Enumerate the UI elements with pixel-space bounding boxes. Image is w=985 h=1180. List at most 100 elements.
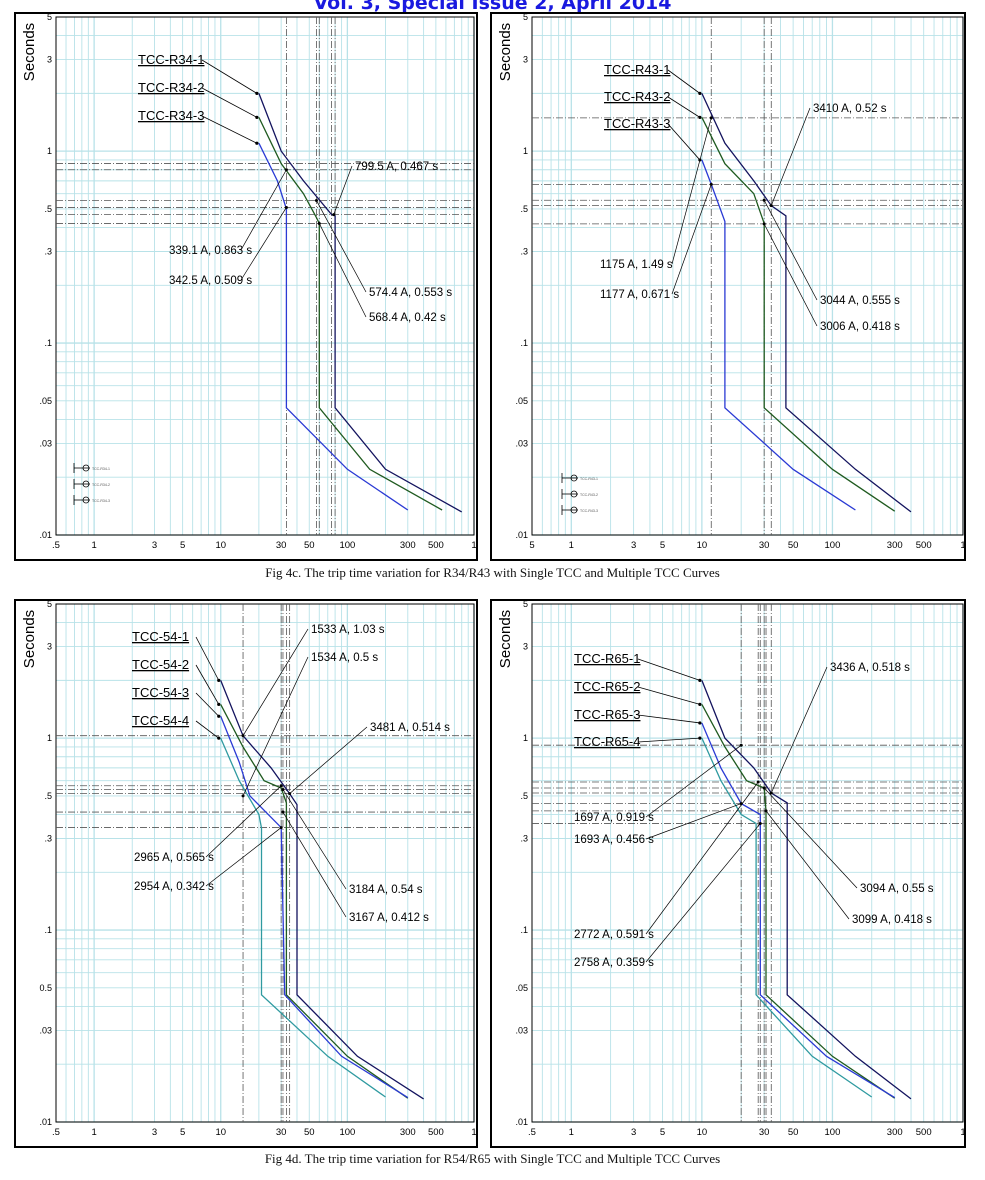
annotation-label: 1175 A, 1.49 s — [600, 259, 673, 271]
curve-label-arrowhead — [698, 678, 702, 682]
annotation-leader — [763, 787, 858, 889]
annotation-leader — [645, 781, 759, 935]
x-tick-label: 3 — [152, 540, 157, 551]
curve-label-arrowhead — [217, 714, 221, 718]
annotation-leader — [770, 107, 811, 206]
chart-r54-tcc: .5 1 3 5 10 30 50 100 300 500 1.01.030.5.1.3.5135S… — [14, 599, 478, 1148]
y-tick-label: .03 — [39, 438, 52, 448]
y-tick-label: 3 — [523, 642, 528, 652]
annotation-point — [281, 810, 285, 814]
x-tick-label: 10 — [697, 540, 708, 551]
annotation-point — [709, 182, 713, 186]
y-axis-label: Seconds — [497, 23, 514, 81]
x-tick-label: 30 — [759, 540, 770, 551]
curve-label-leader — [201, 87, 258, 118]
series-line-tcc-r34-2 — [258, 117, 443, 511]
chart-frame — [14, 599, 478, 1148]
annotation-point — [279, 826, 283, 830]
x-tick-label: 5 — [660, 540, 665, 551]
curve-label-arrowhead — [255, 91, 259, 95]
y-tick-label: .3 — [44, 834, 52, 844]
plot-area-border — [531, 603, 964, 1123]
y-tick-label: 0.5 — [39, 983, 52, 993]
curve-label-leader — [637, 737, 700, 743]
x-tick-label: 1 — [91, 1127, 96, 1138]
x-tick-label: 1 — [569, 1127, 574, 1138]
y-tick-label: .05 — [515, 396, 528, 406]
annotation-leader — [671, 117, 712, 265]
series-line-tcc-r43-1 — [701, 93, 912, 513]
y-tick-label: 1 — [47, 733, 52, 743]
curve-label-leader — [667, 123, 701, 161]
curve-label-arrowhead — [698, 721, 702, 725]
y-tick-labels: .01 .03 0.5 .1 .3 .5 1 3 5 — [39, 599, 52, 1127]
mini-legend-label: TCC-R34-3 — [92, 499, 110, 503]
annotation-point — [739, 743, 743, 747]
annotation-label: 3167 A, 0.412 s — [349, 912, 429, 924]
mini-legend-symbol — [82, 480, 90, 488]
annotation-point — [332, 213, 336, 217]
curve-labels: TCC-R65-1 TCC-R65-2 TCC-R65-3 TCC-R65-4 — [574, 651, 702, 749]
x-tick-label: 30 — [276, 540, 287, 551]
annotation-label: 3044 A, 0.555 s — [820, 295, 900, 307]
annotation-label: 342.5 A, 0.509 s — [169, 275, 252, 287]
series-line-tcc-r34-3 — [258, 142, 409, 511]
x-tick-label: 50 — [788, 540, 799, 551]
annotations: 1533 A, 1.03 s 1534 A, 0.5 s 3481 A, 0.514… — [134, 624, 450, 924]
annotation-point — [769, 204, 773, 208]
x-tick-label: 5 — [529, 540, 534, 551]
annotation-label: 3481 A, 0.514 s — [370, 722, 450, 734]
x-tick-label: .5 — [52, 540, 60, 551]
x-tick-label: .5 — [528, 1127, 536, 1138]
annotation-leader — [765, 810, 850, 920]
annotation-leader — [645, 744, 742, 818]
x-tick-label: 10 — [697, 1127, 708, 1138]
curve-labels: TCC-R43-1 TCC-R43-2 TCC-R43-3 — [604, 62, 702, 162]
annotation-leader — [316, 200, 367, 293]
y-tick-label: .3 — [520, 834, 528, 844]
journal-header: Vol. 3, Special Issue 2, April 2014 — [313, 0, 672, 14]
chart-r43-tcc: 5 1 3 5 10 30 50 100 300 500 1 .01 .03 .05 .1 .3 .5 1 3 5 Se… — [490, 12, 966, 561]
plot-area-border — [55, 603, 475, 1123]
x-tick-label: 300 — [887, 540, 903, 551]
chart-frame — [490, 12, 966, 561]
annotation-label: 1697 A, 0.919 s — [574, 812, 654, 824]
mini-legend-symbol — [82, 496, 90, 504]
annotation-label: 799.5 A, 0.467 s — [355, 161, 438, 173]
x-tick-label: 500 — [428, 1127, 444, 1138]
annotation-label: 3099 A, 0.418 s — [852, 914, 932, 926]
curve-label-arrowhead — [698, 91, 702, 95]
curve-label-leader — [195, 720, 219, 739]
y-tick-label: .01 — [515, 1117, 528, 1127]
x-tick-label: 1 — [960, 540, 965, 551]
x-tick-labels: 5 1 3 5 10 30 50 100 300 500 1 — [529, 540, 965, 551]
series-line-tcc-r65-1 — [701, 680, 912, 1100]
annotation-point — [764, 809, 768, 813]
annotation-label: 1693 A, 0.456 s — [574, 834, 654, 846]
annotations: 3410 A, 0.52 s 1175 A, 1.49 s 1177 A, 0.67… — [600, 103, 900, 333]
x-tick-label: 100 — [825, 540, 841, 551]
figure-caption-4d: Fig 4d. The trip time variation for R54/… — [264, 1151, 721, 1166]
x-tick-label: 50 — [788, 1127, 799, 1138]
curve-label: TCC-54-3 — [132, 685, 189, 700]
curve-label-arrowhead — [255, 141, 259, 145]
y-tick-label: 5 — [47, 12, 52, 22]
x-tick-label: .5 — [52, 1127, 60, 1138]
curve-label-arrowhead — [698, 115, 702, 119]
y-tick-label: .03 — [515, 438, 528, 448]
annotation-point — [314, 199, 318, 203]
curve-label-leader — [201, 115, 258, 144]
annotation-leader — [282, 789, 347, 890]
annotation-label: 339.1 A, 0.863 s — [169, 245, 252, 257]
curve-label: TCC-R65-4 — [574, 734, 640, 749]
annotation-point — [241, 734, 245, 738]
curve-label-arrowhead — [217, 736, 221, 740]
y-tick-label: 3 — [47, 55, 52, 65]
y-tick-labels: .01 .03 .05 .1 .3 .5 1 3 5 — [515, 599, 528, 1127]
curve-label-leader — [667, 96, 701, 118]
x-tick-labels: .5 1 3 5 10 30 50 100 300 500 1 — [52, 1127, 477, 1138]
x-tick-label: 100 — [339, 540, 355, 551]
chart-r65-tcc: .5 1 3 5 10 30 50 100 300 500 1.01.03.05.1.3.5135S… — [490, 599, 966, 1148]
annotation-point — [284, 168, 288, 172]
plot-area-border — [55, 16, 475, 536]
